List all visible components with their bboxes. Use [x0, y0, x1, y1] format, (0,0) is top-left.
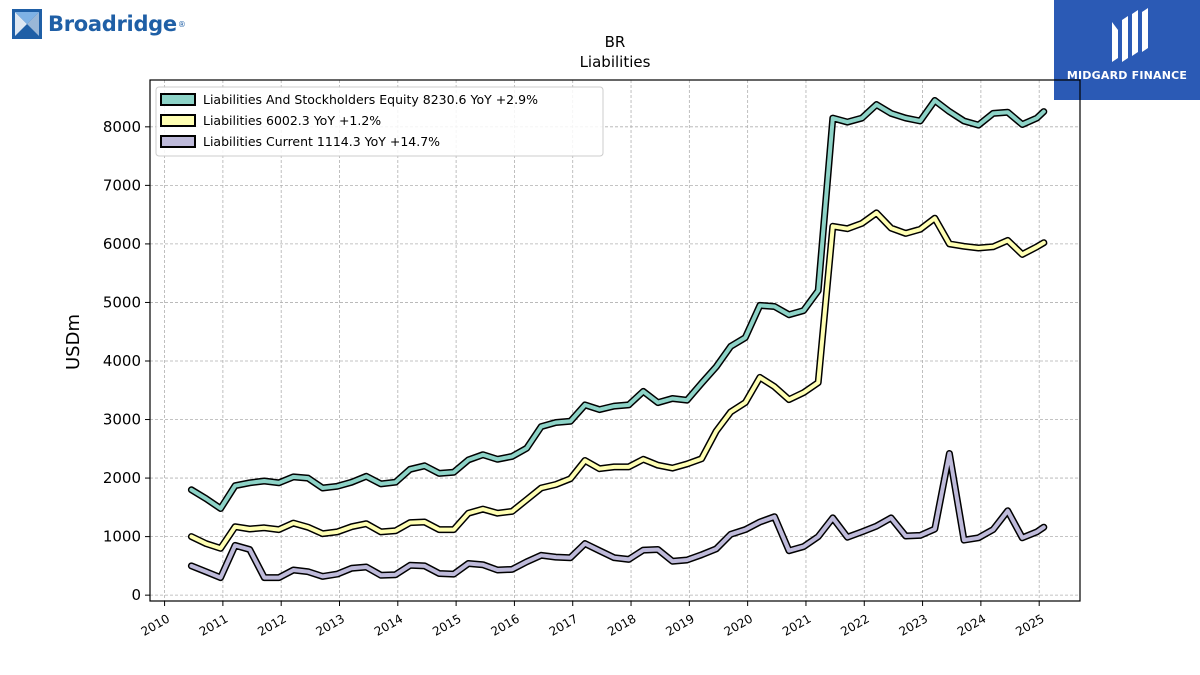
y-tick-label: 4000	[103, 352, 141, 370]
y-tick-label: 2000	[103, 469, 141, 487]
midgard-logo-icon	[1112, 8, 1148, 62]
legend-item: Liabilities 6002.3 YoY +1.2%	[160, 113, 381, 128]
y-tick-label: 5000	[103, 293, 141, 311]
series-line-1	[187, 209, 1048, 552]
legend-swatch	[160, 135, 196, 148]
series-line-2	[187, 450, 1048, 582]
legend-swatch	[160, 114, 196, 127]
series-fill-line	[189, 98, 1046, 511]
x-axis-ticks: 2010 2011 2012 2013 2014 2015 2016 2017 2018 2019…	[139, 601, 1047, 639]
x-tick-label: 2023	[897, 611, 930, 638]
x-tick-label: 2024	[955, 611, 988, 638]
series-fill-line	[189, 210, 1046, 551]
x-tick-label: 2020	[722, 611, 755, 638]
x-tick-label: 2010	[139, 611, 172, 638]
x-tick-label: 2022	[838, 611, 871, 638]
x-tick-label: 2021	[780, 611, 813, 638]
broadridge-logo: Broadridge ®	[12, 6, 186, 42]
y-tick-label: 8000	[103, 118, 141, 136]
midgard-logo-text: MIDGARD FINANCE	[1066, 69, 1188, 82]
series-fill-line	[189, 451, 1046, 580]
legend-item: Liabilities And Stockholders Equity 8230…	[160, 92, 538, 107]
x-tick-label: 2019	[663, 611, 696, 638]
legend-label: Liabilities Current 1114.3 YoY +14.7%	[203, 134, 440, 149]
x-tick-label: 2017	[547, 611, 580, 638]
y-tick-label: 1000	[103, 528, 141, 546]
x-tick-label: 2013	[314, 611, 347, 638]
x-tick-label: 2011	[197, 611, 230, 638]
x-tick-label: 2015	[430, 611, 463, 638]
x-tick-label: 2014	[372, 611, 405, 638]
chart-subtitle: Liabilities	[580, 53, 651, 71]
x-tick-label: 2018	[605, 611, 638, 638]
y-axis-label: USDm	[63, 314, 84, 370]
x-tick-label: 2016	[488, 611, 521, 638]
midgard-finance-logo: MIDGARD FINANCE	[1054, 0, 1200, 100]
y-tick-label: 7000	[103, 176, 141, 194]
x-tick-label: 2025	[1013, 611, 1046, 638]
x-tick-label: 2012	[255, 611, 288, 638]
legend-box	[155, 86, 604, 157]
plot-frame	[149, 79, 1081, 602]
legend-item: Liabilities Current 1114.3 YoY +14.7%	[160, 134, 440, 149]
series-lines	[187, 97, 1048, 582]
registered-mark: ®	[177, 19, 186, 29]
series-line-0	[187, 97, 1048, 512]
y-tick-label: 6000	[103, 235, 141, 253]
y-tick-label: 0	[131, 586, 141, 604]
series-outline	[187, 97, 1048, 512]
legend-swatch	[160, 93, 196, 106]
series-outline	[187, 209, 1048, 552]
legend-label: Liabilities And Stockholders Equity 8230…	[203, 92, 538, 107]
legend: Liabilities And Stockholders Equity 8230…	[155, 86, 604, 157]
chart-title: BR	[605, 33, 626, 51]
y-tick-label: 3000	[103, 411, 141, 429]
broadridge-logo-icon	[12, 9, 42, 39]
broadridge-logo-text: Broadridge	[48, 12, 177, 36]
y-axis-ticks: 0 1000 2000 3000 4000 5000 6000 7000 8000	[103, 118, 150, 604]
legend-label: Liabilities 6002.3 YoY +1.2%	[203, 113, 381, 128]
